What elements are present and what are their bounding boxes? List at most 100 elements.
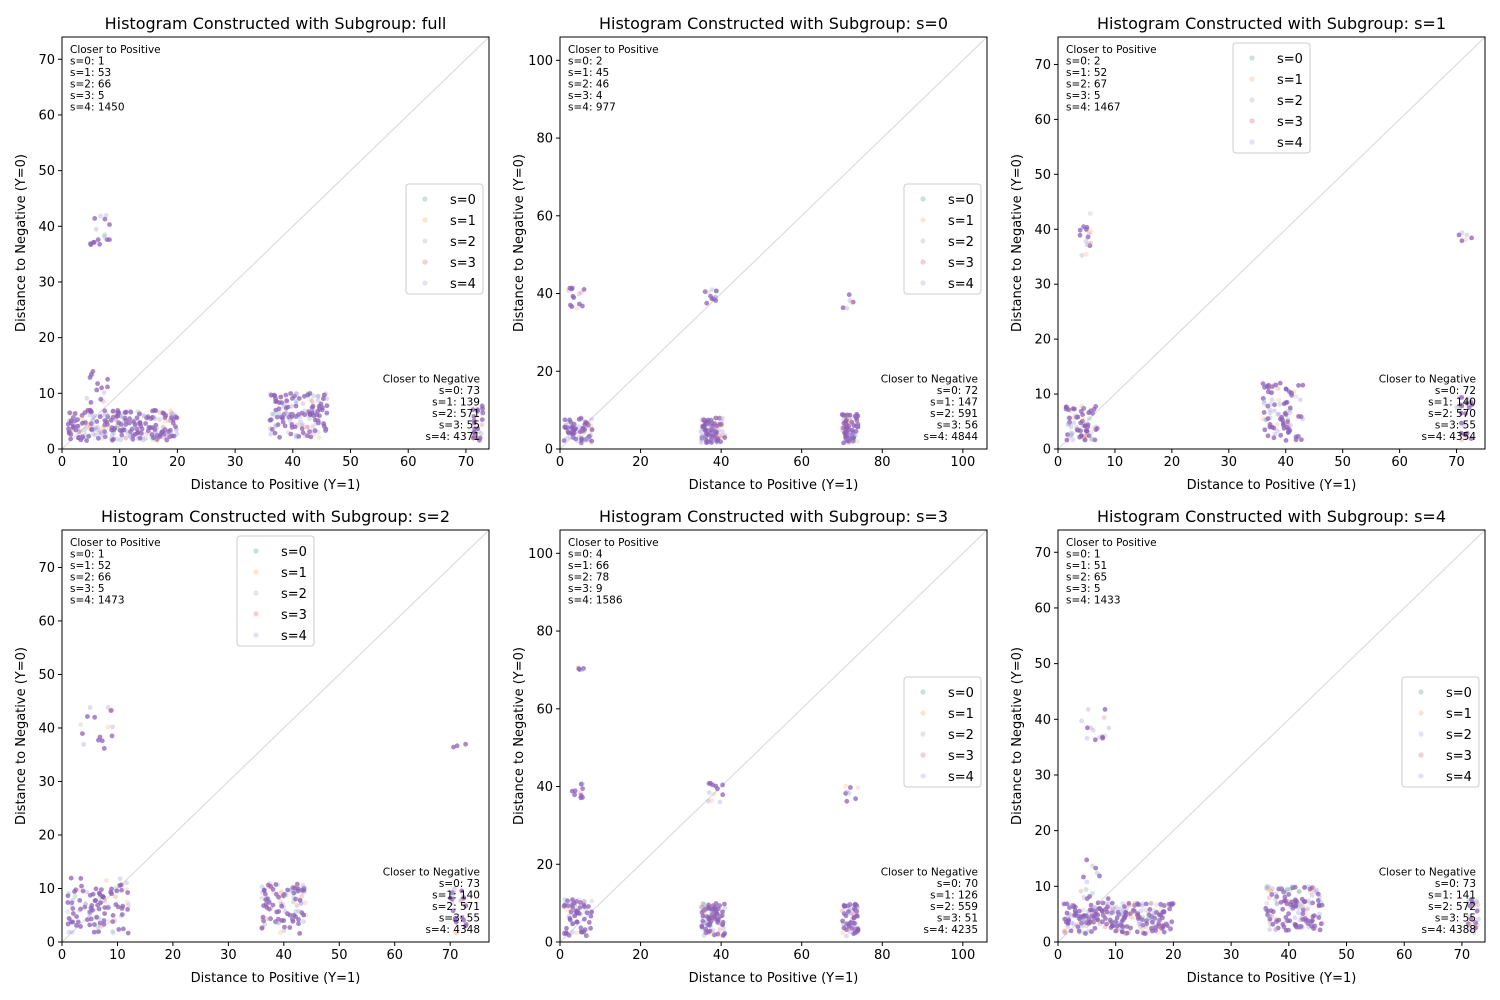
data-point — [1081, 916, 1086, 922]
data-point — [709, 912, 715, 918]
data-point — [843, 783, 849, 789]
data-point — [1136, 921, 1142, 927]
data-point — [88, 916, 94, 922]
data-point — [1105, 920, 1110, 926]
data-point — [1071, 415, 1077, 421]
x-tick-label: 30 — [220, 948, 237, 963]
x-tick-label: 70 — [1454, 948, 1471, 963]
data-point — [1456, 404, 1462, 409]
data-point — [162, 418, 168, 424]
data-point — [1111, 906, 1117, 912]
data-point — [1147, 907, 1153, 912]
data-point — [588, 432, 594, 438]
annotation-positive-line: s=1: 53 — [70, 67, 111, 79]
legend-box — [903, 183, 982, 295]
data-point — [722, 905, 728, 911]
data-point — [102, 418, 108, 423]
data-point — [1081, 874, 1086, 880]
data-point — [1063, 404, 1069, 410]
data-point — [1266, 895, 1272, 901]
data-point — [91, 239, 97, 245]
data-point — [102, 898, 108, 904]
data-point — [1272, 408, 1277, 414]
data-point — [282, 924, 287, 930]
data-point — [1304, 907, 1309, 913]
data-point — [324, 410, 330, 416]
data-point — [1072, 406, 1077, 412]
x-tick-label: 20 — [632, 455, 649, 470]
data-point — [1277, 402, 1283, 407]
data-point — [274, 920, 280, 925]
data-point — [92, 922, 97, 927]
annotation-negative-line: s=1: 139 — [432, 397, 480, 409]
data-point — [1260, 381, 1266, 386]
data-point — [115, 421, 120, 427]
data-point — [296, 396, 302, 401]
data-point — [1315, 891, 1321, 897]
data-point — [580, 786, 585, 791]
data-point — [1150, 919, 1155, 925]
data-point — [1269, 913, 1275, 919]
data-point — [305, 433, 310, 439]
data-point — [847, 298, 853, 303]
data-point — [1083, 433, 1088, 439]
x-tick-label: 10 — [109, 948, 126, 963]
data-point — [1272, 431, 1278, 437]
data-point — [715, 931, 721, 937]
x-tick-label: 70 — [442, 948, 459, 963]
data-point — [1069, 430, 1074, 435]
data-point — [267, 417, 273, 423]
data-point — [459, 888, 465, 894]
data-point — [273, 423, 278, 428]
data-point — [846, 438, 852, 444]
legend-label: s=4 — [1277, 136, 1303, 151]
legend-marker — [1418, 689, 1424, 695]
chart-title: Histogram Constructed with Subgroup: s=3 — [599, 507, 948, 526]
data-point — [124, 880, 129, 886]
data-point — [107, 237, 112, 243]
data-point — [96, 430, 102, 436]
y-tick-label: 20 — [536, 858, 553, 873]
y-tick-label: 50 — [1034, 657, 1051, 672]
data-point — [1068, 424, 1074, 430]
annotation-positive-line: s=0: 2 — [1066, 56, 1101, 68]
data-point — [1272, 402, 1277, 408]
data-point — [717, 932, 722, 938]
x-tick-label: 40 — [713, 948, 730, 963]
data-point — [1096, 906, 1102, 911]
data-point — [79, 415, 84, 421]
data-point — [279, 918, 285, 923]
data-point — [847, 902, 853, 908]
data-point — [1081, 907, 1086, 913]
data-point — [74, 923, 79, 928]
data-point — [582, 916, 587, 922]
annotation-negative-heading: Closer to Negative — [1379, 374, 1476, 386]
data-point — [1275, 925, 1281, 931]
data-point — [1463, 411, 1468, 416]
data-point — [312, 432, 317, 437]
data-point — [92, 216, 98, 221]
data-point — [1316, 915, 1322, 920]
y-tick-label: 60 — [1034, 113, 1051, 128]
y-tick-label: 40 — [536, 287, 553, 302]
data-point — [717, 927, 723, 933]
data-point — [1281, 889, 1286, 895]
data-point — [1317, 894, 1323, 900]
data-point — [169, 433, 175, 439]
data-point — [1300, 904, 1306, 910]
data-point — [314, 421, 319, 426]
data-point — [840, 918, 845, 924]
data-point — [93, 226, 99, 232]
data-point — [89, 427, 94, 432]
y-tick-label: 60 — [38, 614, 55, 629]
data-point — [173, 414, 178, 420]
annotation-negative-line: s=3: 56 — [937, 420, 979, 432]
data-point — [90, 421, 95, 426]
annotation-positive-line: s=0: 2 — [568, 56, 603, 68]
data-point — [1085, 725, 1090, 731]
data-point — [588, 925, 593, 931]
data-point — [851, 435, 856, 441]
data-point — [302, 433, 308, 439]
data-point — [1146, 912, 1152, 918]
annotation-negative-line: s=1: 140 — [432, 890, 480, 902]
